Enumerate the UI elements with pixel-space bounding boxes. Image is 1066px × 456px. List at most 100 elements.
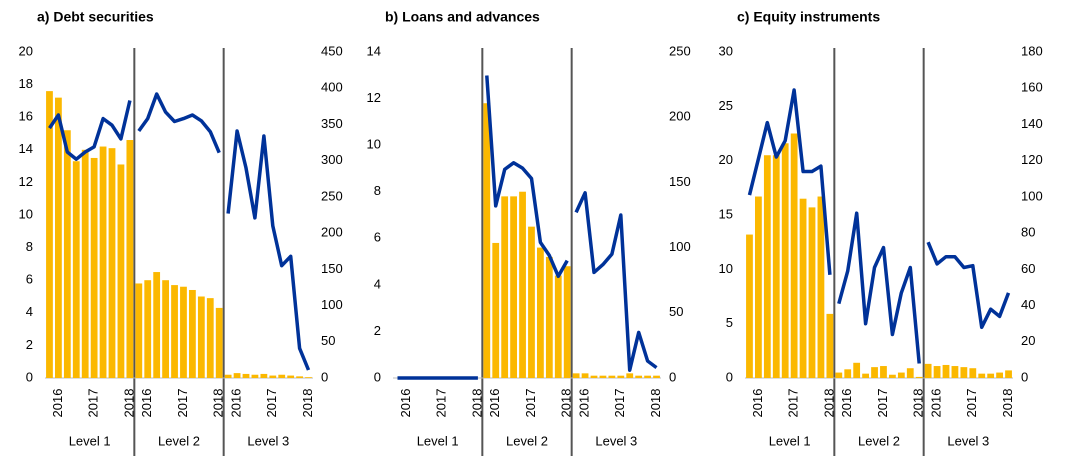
- bar: [826, 313, 834, 378]
- chart-title: b) Loans and advances: [385, 9, 540, 25]
- bar: [492, 242, 500, 378]
- y2-tick-label: 100: [1021, 188, 1043, 203]
- bar: [180, 286, 187, 378]
- y2-tick-label: 50: [321, 333, 335, 348]
- x-tick-label: 2017: [786, 389, 801, 418]
- bar: [242, 373, 250, 378]
- y2-tick-label: 150: [669, 174, 691, 189]
- x-tick-label: 2017: [264, 389, 279, 418]
- bar: [924, 363, 932, 378]
- bar: [978, 373, 986, 378]
- bar: [781, 143, 789, 378]
- bar: [197, 296, 205, 378]
- bar: [171, 285, 178, 378]
- y2-tick-label: 160: [1021, 80, 1043, 95]
- x-tick-label: 2018: [821, 389, 836, 418]
- bar: [906, 368, 914, 378]
- y-tick-label: 20: [719, 152, 733, 167]
- bar: [862, 373, 869, 378]
- y-tick-label: 14: [367, 43, 381, 58]
- y2-tick-label: 450: [321, 43, 343, 58]
- y-tick-label: 10: [367, 137, 381, 152]
- bar: [108, 148, 116, 378]
- bar: [626, 373, 634, 378]
- bar: [799, 198, 807, 378]
- bar: [260, 373, 268, 378]
- bar: [63, 130, 71, 378]
- y2-tick-label: 80: [1021, 225, 1035, 240]
- bar: [126, 140, 134, 378]
- bar: [871, 367, 878, 378]
- bar: [483, 103, 491, 378]
- y-tick-label: 30: [719, 43, 733, 58]
- bar: [296, 376, 303, 378]
- bar: [590, 375, 598, 378]
- y-tick-label: 12: [19, 174, 33, 189]
- bar: [215, 307, 223, 378]
- bar: [519, 191, 526, 378]
- bar: [790, 133, 798, 378]
- x-tick-label: 2018: [1000, 389, 1015, 418]
- x-tick-label: 2018: [211, 389, 226, 418]
- bar: [772, 155, 780, 378]
- line-series: [926, 241, 1011, 330]
- y-tick-label: 18: [19, 76, 33, 91]
- bar: [889, 374, 896, 378]
- bar: [653, 375, 660, 378]
- y-tick-label: 15: [719, 206, 733, 221]
- bar: [528, 226, 535, 378]
- x-tick-label: 2016: [229, 389, 244, 418]
- bar: [90, 157, 98, 378]
- y-tick-label: 14: [19, 141, 33, 156]
- bar: [572, 373, 580, 378]
- x-tick-label: 2018: [911, 389, 926, 418]
- line-series: [574, 191, 658, 372]
- group-label: Level 1: [769, 433, 811, 448]
- bar: [206, 298, 214, 378]
- y2-tick-label: 350: [321, 116, 343, 131]
- x-tick-label: 2018: [559, 389, 574, 418]
- x-tick-label: 2017: [875, 389, 890, 418]
- bar: [915, 376, 923, 378]
- bar: [278, 374, 286, 378]
- group-label: Level 1: [69, 433, 111, 448]
- bar: [233, 373, 241, 378]
- x-tick-label: 2017: [523, 389, 538, 418]
- bar: [287, 375, 295, 378]
- line-series: [485, 75, 569, 279]
- group-label: Level 3: [595, 433, 637, 448]
- line-series: [226, 129, 311, 371]
- bar: [305, 377, 312, 378]
- y2-tick-label: 300: [321, 152, 343, 167]
- bar: [153, 272, 161, 378]
- bar: [853, 362, 861, 378]
- bar: [763, 155, 771, 378]
- group-label: Level 2: [858, 433, 900, 448]
- y2-tick-label: 120: [1021, 152, 1043, 167]
- y2-tick-label: 100: [321, 297, 343, 312]
- bar: [635, 375, 643, 378]
- y-tick-label: 12: [367, 90, 381, 105]
- line-series: [837, 211, 921, 364]
- bar: [46, 91, 53, 379]
- bar: [554, 275, 562, 378]
- x-tick-label: 2016: [750, 389, 765, 418]
- y-tick-label: 6: [26, 272, 33, 287]
- bar: [844, 369, 852, 378]
- x-tick-label: 2016: [839, 389, 854, 418]
- bar: [55, 97, 62, 378]
- y2-tick-label: 20: [1021, 333, 1035, 348]
- bar: [617, 375, 625, 378]
- line-series: [747, 88, 832, 275]
- bar: [99, 146, 107, 378]
- x-tick-label: 2017: [964, 389, 979, 418]
- line-series: [48, 100, 132, 161]
- y-tick-label: 2: [26, 337, 33, 352]
- bar: [581, 373, 589, 378]
- bar: [269, 375, 277, 378]
- bar: [135, 283, 143, 378]
- x-tick-label: 2016: [929, 389, 944, 418]
- chart-title: c) Equity instruments: [737, 9, 880, 25]
- y-tick-label: 4: [374, 276, 381, 291]
